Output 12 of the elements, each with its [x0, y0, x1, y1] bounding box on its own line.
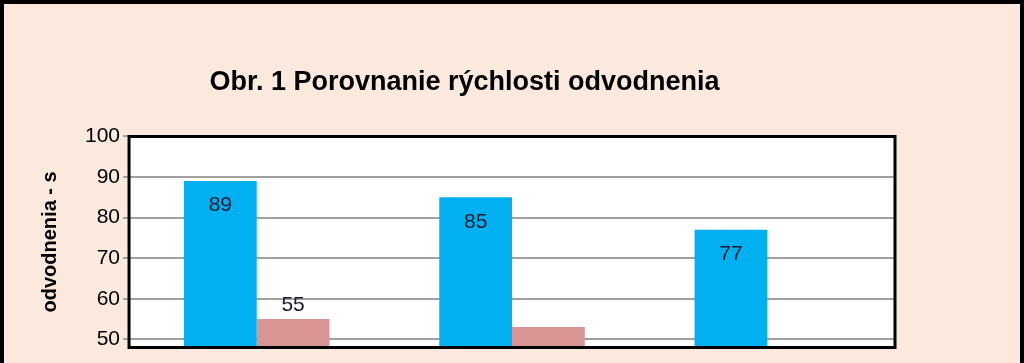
y-tick-label: 70: [96, 244, 121, 268]
data-label: 77: [719, 241, 743, 265]
data-label: 55: [281, 292, 305, 316]
y-axis-title: odvodnenia - s: [37, 171, 60, 313]
chart-title: Obr. 1 Porovnanie rýchlosti odvodnenia: [209, 65, 721, 96]
y-tick-label: 100: [84, 123, 121, 147]
y-tick-label: 50: [96, 326, 121, 350]
data-label: 85: [463, 208, 488, 232]
y-tick-label: 90: [96, 163, 121, 187]
y-tick-label: 80: [96, 204, 121, 228]
data-label: 89: [208, 192, 232, 216]
y-tick-label: 60: [96, 285, 121, 309]
